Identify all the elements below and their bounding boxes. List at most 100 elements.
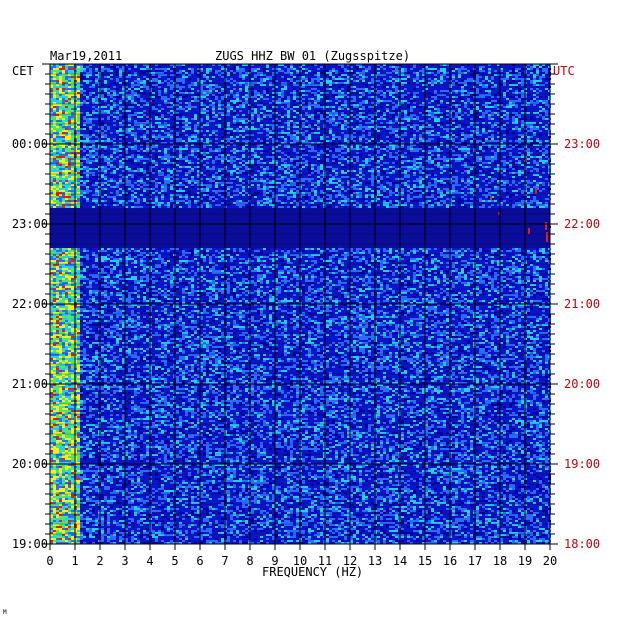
spectro-cell — [362, 108, 365, 110]
spectro-cell — [284, 88, 287, 90]
spectro-cell — [257, 146, 260, 148]
spectro-cell — [53, 80, 56, 82]
spectro-cell — [485, 148, 488, 150]
spectro-cell — [71, 70, 74, 72]
spectro-cell — [218, 108, 221, 110]
spectro-cell — [170, 70, 173, 72]
spectro-cell — [395, 116, 398, 118]
spectro-cell — [338, 124, 341, 126]
spectro-cell — [104, 76, 107, 78]
spectro-cell — [71, 120, 74, 122]
spectro-cell — [290, 106, 293, 108]
spectro-cell — [56, 120, 59, 122]
spectro-cell — [467, 78, 470, 80]
spectro-cell — [185, 94, 188, 96]
spectro-cell — [404, 138, 407, 140]
spectro-cell — [71, 88, 74, 90]
spectro-cell — [206, 98, 209, 100]
spectro-cell — [209, 166, 212, 168]
spectro-cell — [188, 126, 191, 128]
spectro-cell — [311, 156, 314, 158]
spectro-cell — [443, 106, 446, 108]
spectro-cell — [428, 130, 431, 132]
spectro-cell — [92, 150, 95, 152]
spectro-cell — [515, 84, 518, 86]
spectro-cell — [359, 116, 362, 118]
spectro-cell — [476, 136, 479, 138]
spectro-cell — [254, 110, 257, 112]
spectro-cell — [221, 66, 224, 68]
spectro-cell — [80, 104, 83, 106]
spectro-cell — [284, 146, 287, 148]
spectro-cell — [416, 118, 419, 120]
spectro-cell — [194, 116, 197, 118]
spectro-cell — [338, 158, 341, 160]
spectro-cell — [236, 120, 239, 122]
spectro-cell — [359, 170, 362, 172]
spectro-cell — [542, 70, 545, 72]
spectro-cell — [380, 100, 383, 102]
spectro-cell — [71, 146, 74, 148]
spectro-cell — [485, 138, 488, 140]
spectro-cell — [209, 86, 212, 88]
spectro-cell — [431, 94, 434, 96]
spectro-cell — [455, 136, 458, 138]
spectro-cell — [209, 140, 212, 142]
spectro-cell — [368, 148, 371, 150]
spectro-cell — [509, 90, 512, 92]
spectro-cell — [260, 80, 263, 82]
spectro-cell — [59, 156, 62, 158]
spectro-cell — [308, 90, 311, 92]
spectro-cell — [428, 160, 431, 162]
spectro-cell — [269, 158, 272, 160]
spectro-cell — [308, 114, 311, 116]
spectro-cell — [278, 68, 281, 70]
spectro-cell — [476, 130, 479, 132]
spectro-cell — [461, 158, 464, 160]
spectro-cell — [317, 100, 320, 102]
spectro-cell — [440, 114, 443, 116]
spectro-cell — [518, 100, 521, 102]
spectro-cell — [320, 166, 323, 168]
spectro-cell — [161, 124, 164, 126]
spectro-cell — [353, 158, 356, 160]
spectro-cell — [164, 158, 167, 160]
spectro-cell — [89, 148, 92, 150]
spectro-cell — [77, 150, 80, 152]
spectro-cell — [242, 148, 245, 150]
spectro-cell — [59, 66, 62, 68]
spectro-cell — [146, 148, 149, 150]
spectro-cell — [203, 74, 206, 76]
spectro-cell — [209, 68, 212, 70]
spectro-cell — [278, 148, 281, 150]
spectro-cell — [314, 124, 317, 126]
spectro-cell — [386, 108, 389, 110]
spectro-cell — [68, 136, 71, 138]
spectro-cell — [359, 80, 362, 82]
spectro-cell — [155, 70, 158, 72]
spectro-cell — [317, 74, 320, 76]
spectro-cell — [86, 128, 89, 130]
spectro-cell — [158, 110, 161, 112]
spectro-cell — [452, 140, 455, 142]
spectro-cell — [329, 74, 332, 76]
spectro-cell — [401, 96, 404, 98]
spectro-cell — [452, 128, 455, 130]
spectro-cell — [212, 76, 215, 78]
spectro-cell — [344, 100, 347, 102]
spectro-cell — [443, 74, 446, 76]
spectro-cell — [194, 140, 197, 142]
spectro-cell — [413, 136, 416, 138]
spectro-cell — [479, 126, 482, 128]
spectro-cell — [542, 166, 545, 168]
spectro-cell — [266, 156, 269, 158]
spectro-cell — [257, 168, 260, 170]
spectro-cell — [62, 120, 65, 122]
spectro-cell — [140, 86, 143, 88]
spectro-cell — [476, 150, 479, 152]
spectro-cell — [239, 148, 242, 150]
spectro-cell — [191, 96, 194, 98]
spectro-cell — [89, 150, 92, 152]
spectro-cell — [65, 126, 68, 128]
spectro-cell — [182, 140, 185, 142]
